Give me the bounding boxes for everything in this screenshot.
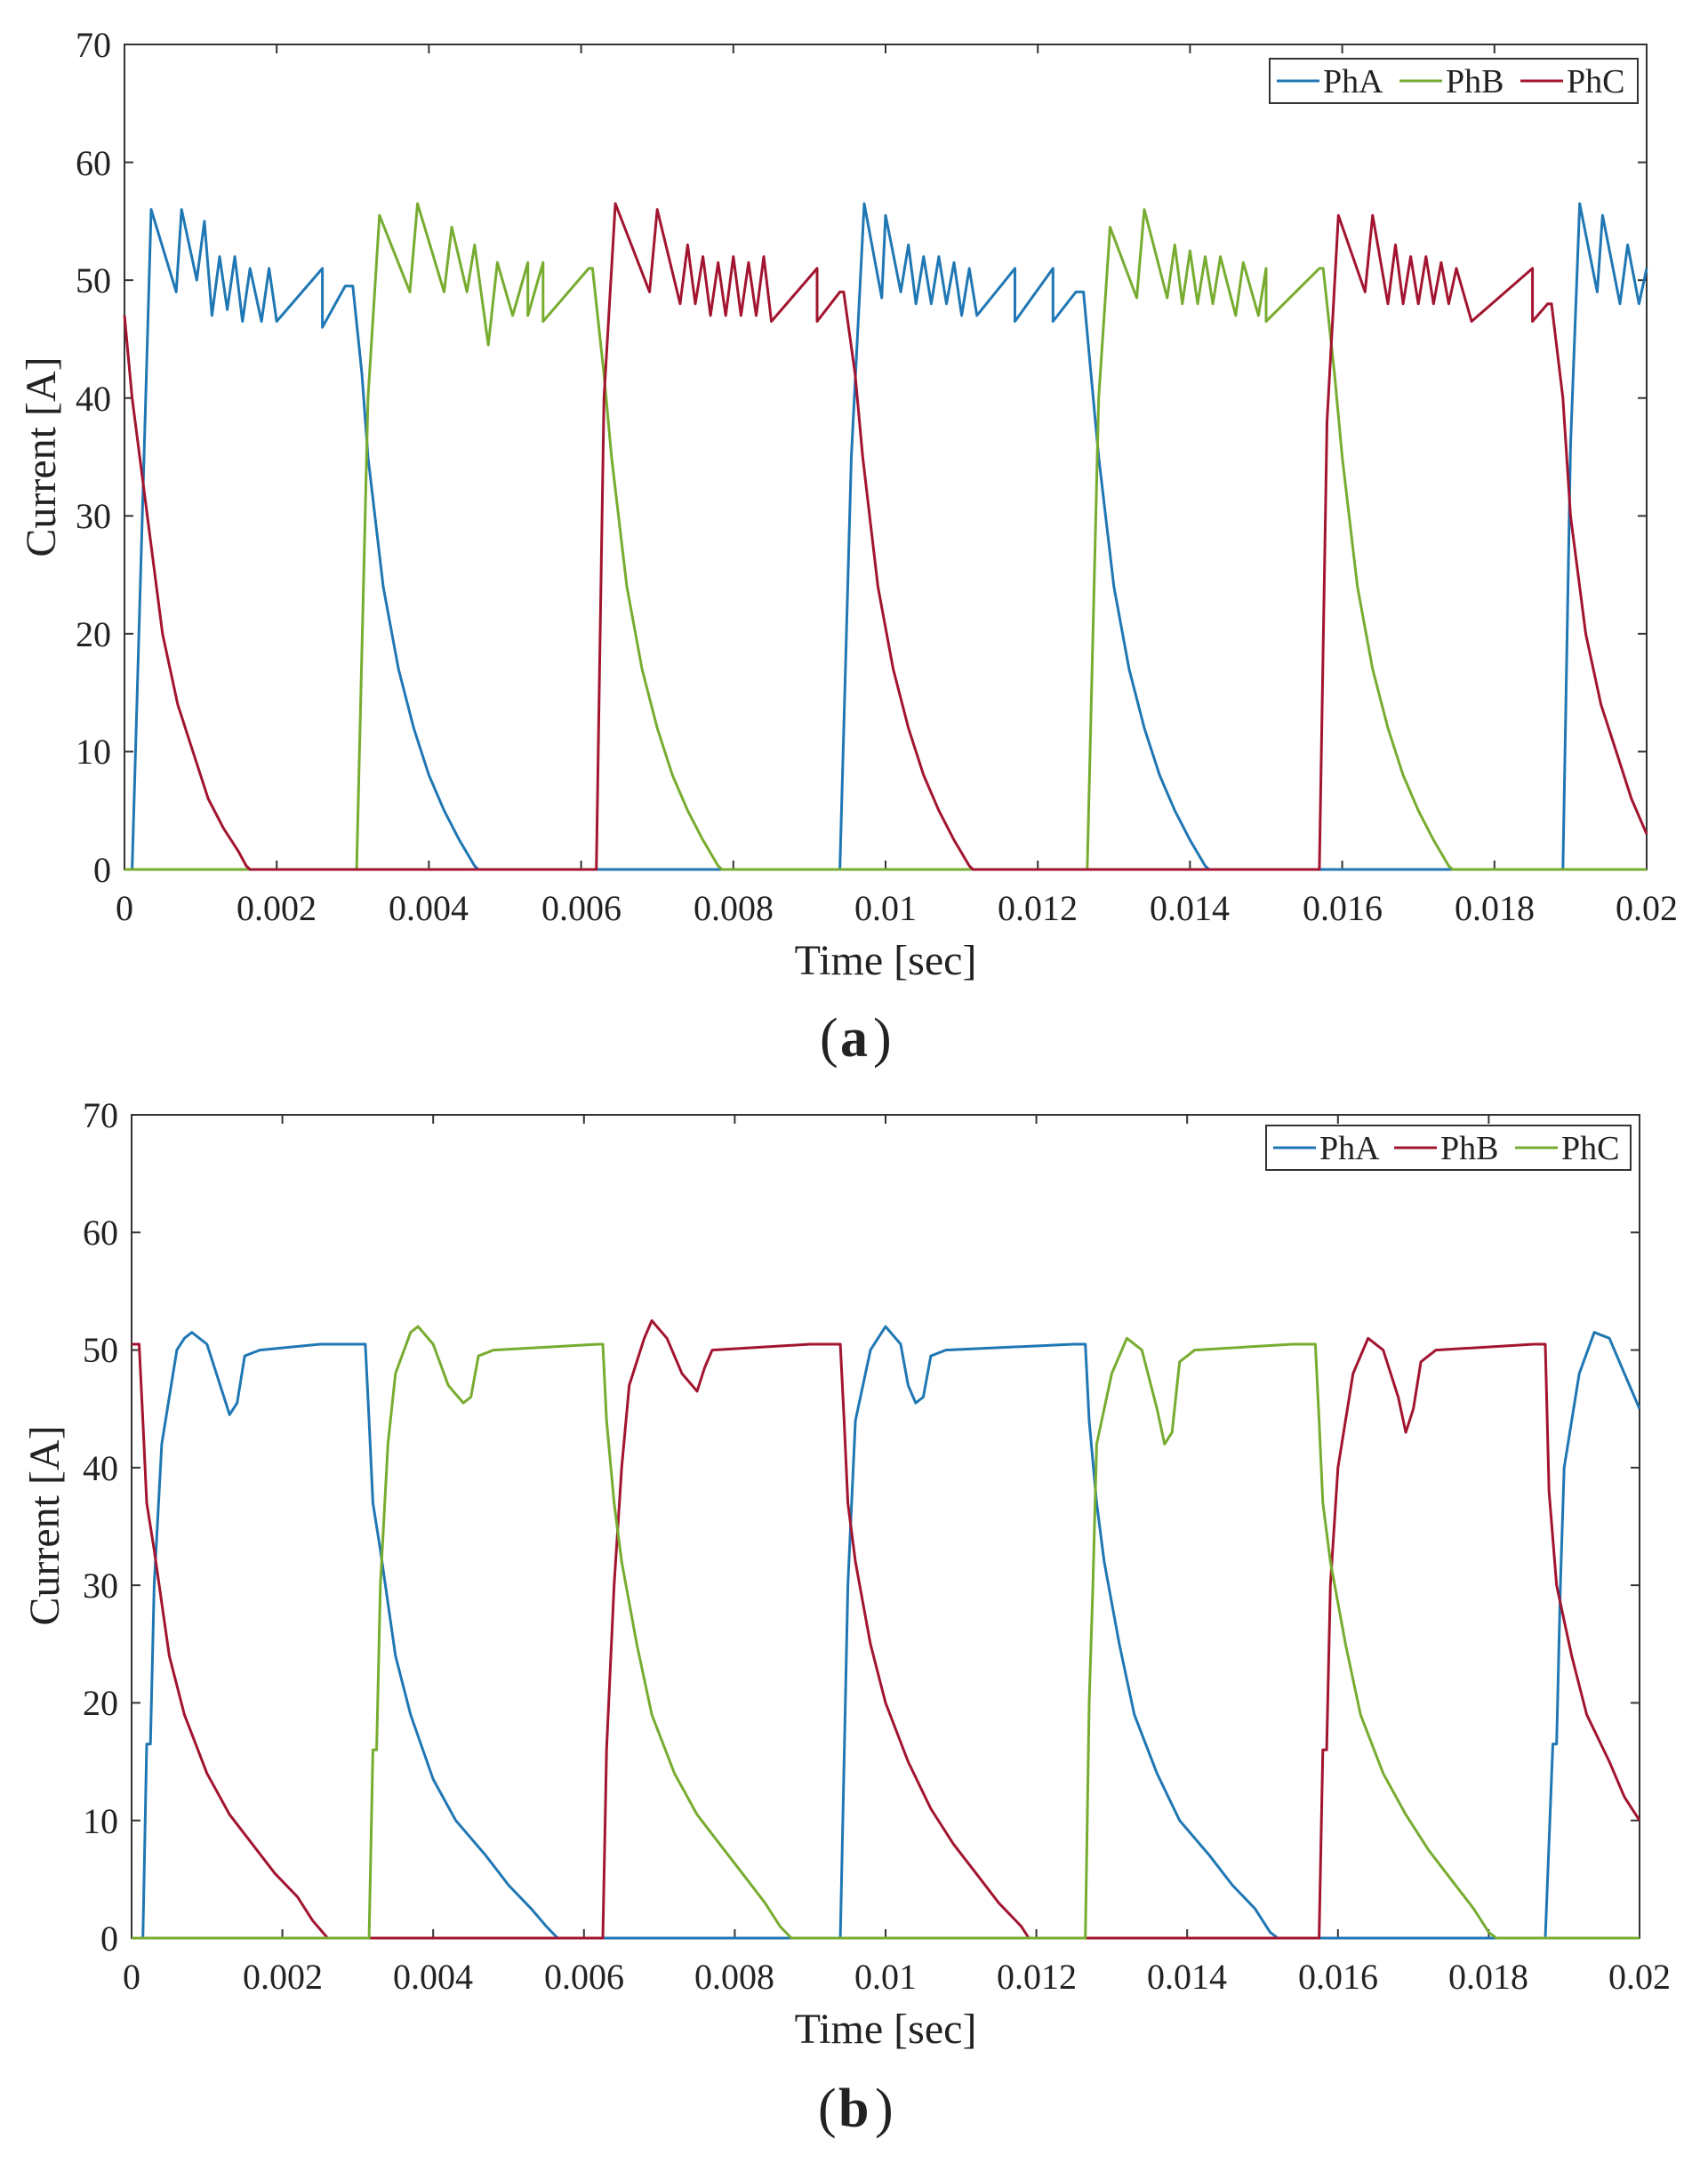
x-tick-labels-a: 0 0.002 0.004 0.006 0.008 0.01 0.012 0.0…: [116, 888, 1678, 928]
y-tick-label: 40: [83, 1448, 118, 1488]
y-axis-label-b: Current [A]: [21, 1425, 68, 1625]
plot-area-a: [124, 44, 1648, 870]
x-tick-label: 0.004: [389, 888, 469, 928]
series-line-phb: [132, 1319, 1641, 1940]
x-tick-label: 0.008: [694, 1957, 774, 1997]
plot-area-b: [131, 1114, 1640, 1939]
x-tick-label: 0.016: [1298, 1957, 1378, 1997]
legend-box: [1269, 58, 1639, 104]
legend-label-phc: PhC: [1567, 63, 1624, 100]
axis-ticks-b: [131, 1114, 1640, 1939]
legend-label-phb: PhB: [1440, 1130, 1498, 1167]
series-line-phc: [132, 1325, 1640, 1940]
x-tick-label: 0.002: [243, 1957, 323, 1997]
legend-label-pha: PhA: [1319, 1130, 1380, 1167]
legend-label-phc: PhC: [1561, 1130, 1619, 1167]
x-tick-label: 0: [116, 888, 133, 928]
legend-label-phb: PhB: [1446, 63, 1504, 100]
legend-b: PhA PhB PhC: [1265, 1125, 1632, 1171]
caption-close-paren: ): [875, 2079, 894, 2139]
y-tick-labels-b: 0 10 20 30 40 50 60 70: [83, 1095, 118, 1959]
legend-label-pha: PhA: [1323, 63, 1383, 100]
caption-letter: b: [838, 2079, 869, 2139]
series-line-phc: [123, 202, 1648, 871]
x-axis-label-a: Time [sec]: [795, 937, 977, 984]
x-tick-label: 0.014: [1150, 888, 1230, 928]
caption-letter: a: [840, 1008, 868, 1069]
y-tick-label: 20: [83, 1683, 118, 1723]
x-tick-label: 0.012: [998, 888, 1078, 928]
y-tick-label: 10: [83, 1801, 118, 1841]
y-tick-label: 40: [76, 379, 111, 419]
x-tick-label: 0.02: [1616, 888, 1678, 928]
series-group-b: [132, 1319, 1641, 1940]
x-tick-label: 0.012: [997, 1957, 1077, 1997]
series-line-pha: [124, 202, 1648, 871]
x-tick-label: 0.02: [1608, 1957, 1671, 1997]
legend-box: [1265, 1125, 1632, 1171]
y-tick-label: 10: [76, 732, 111, 772]
legend-a: PhA PhB PhC: [1269, 58, 1639, 104]
caption-open-paren: (: [818, 2079, 837, 2139]
x-tick-label: 0.004: [393, 1957, 473, 1997]
series-group-a: [123, 202, 1648, 871]
series-line-pha: [132, 1325, 1641, 1940]
y-tick-label: 0: [93, 850, 111, 890]
x-tick-label: 0.006: [541, 888, 621, 928]
y-axis-label-a: Current [A]: [18, 356, 65, 557]
caption-open-paren: (: [820, 1008, 838, 1069]
y-tick-label: 20: [76, 614, 111, 654]
y-tick-label: 50: [76, 260, 111, 300]
x-tick-label: 0.018: [1455, 888, 1535, 928]
x-tick-label: 0: [123, 1957, 140, 1997]
y-tick-label: 60: [83, 1213, 118, 1253]
x-tick-label: 0.016: [1303, 888, 1383, 928]
x-tick-label: 0.01: [854, 1957, 917, 1997]
caption-close-paren: ): [873, 1008, 892, 1069]
y-tick-label: 70: [76, 25, 111, 65]
x-tick-label: 0.008: [694, 888, 774, 928]
y-tick-label: 30: [83, 1566, 118, 1606]
y-tick-label: 60: [76, 143, 111, 183]
x-tick-label: 0.014: [1147, 1957, 1227, 1997]
chart-panel-a: 0 10 20 30 40 50 60 70 0 0.002 0.004 0.0…: [18, 25, 1678, 1069]
x-tick-label: 0.002: [237, 888, 317, 928]
x-tick-label: 0.018: [1448, 1957, 1528, 1997]
caption-a: ( a ): [820, 1008, 892, 1069]
y-tick-label: 0: [100, 1919, 118, 1959]
caption-b: ( b ): [818, 2079, 894, 2139]
x-tick-labels-b: 0 0.002 0.004 0.006 0.008 0.01 0.012 0.0…: [123, 1957, 1671, 1997]
y-tick-labels-a: 0 10 20 30 40 50 60 70: [76, 25, 111, 890]
x-axis-label-b: Time [sec]: [795, 2006, 977, 2053]
y-tick-label: 50: [83, 1330, 118, 1370]
y-tick-label: 70: [83, 1095, 118, 1135]
chart-panel-b: 0 10 20 30 40 50 60 70 0 0.002 0.004 0.0…: [21, 1095, 1671, 2139]
x-tick-label: 0.01: [854, 888, 917, 928]
y-tick-label: 30: [76, 496, 111, 536]
x-tick-label: 0.006: [544, 1957, 624, 1997]
series-line-phb: [124, 202, 1647, 871]
